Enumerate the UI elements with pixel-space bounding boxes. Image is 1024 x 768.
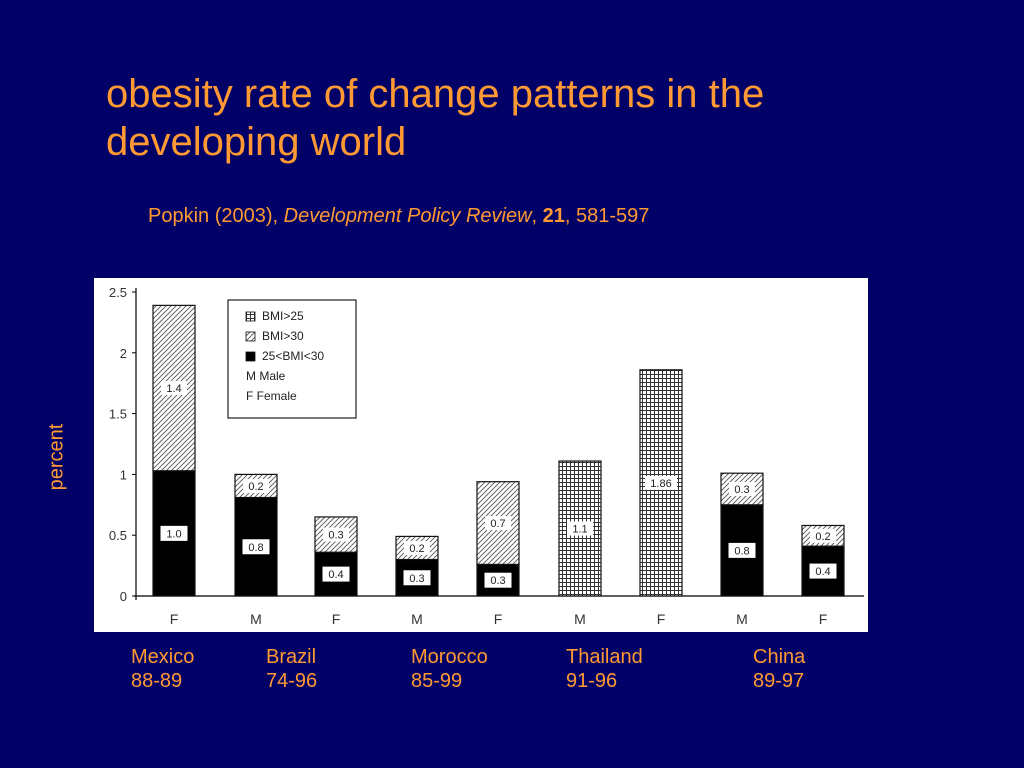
legend-swatch — [245, 351, 256, 362]
legend-item-label: 25<BMI<30 — [262, 349, 324, 363]
bar-label-bg — [567, 521, 593, 536]
x-category-label: M — [736, 611, 748, 627]
obesity-chart: 0 0.5 1 1.5 2 2.5 1.0 1.4 F 0.8 0.2 M 0.4 0.3 F 0.3 0.2… — [109, 285, 864, 627]
x-category-label: F — [494, 611, 503, 627]
bar-label-bg — [484, 572, 512, 588]
country-years: 74-96 — [266, 670, 318, 692]
bar-segment — [476, 481, 520, 565]
country-label-morocco: Morocco 85-99 — [411, 645, 488, 693]
y-axis-label: percent — [45, 423, 68, 491]
bar-label-bg — [645, 475, 677, 490]
country-name: Mexico — [131, 646, 195, 668]
legend-item-label: BMI>30 — [262, 329, 304, 343]
country-name: China — [753, 646, 806, 668]
bar-label-bg — [485, 516, 511, 531]
country-years: 85-99 — [411, 670, 463, 692]
country-name: Brazil — [266, 646, 317, 668]
bar-segment — [720, 504, 764, 597]
legend-swatch — [245, 311, 256, 322]
country-years: 89-97 — [753, 670, 805, 692]
bar-label-bg — [323, 527, 349, 542]
citation: Popkin (2003), Development Policy Review… — [148, 205, 649, 228]
citation-volume: 21 — [542, 205, 565, 227]
x-category-label: F — [170, 611, 179, 627]
bar-label-bg — [404, 540, 430, 555]
bar-value-label: 0.3 — [328, 530, 343, 542]
y-tick-label: 0 — [120, 589, 127, 604]
bar-label-bg — [729, 481, 755, 496]
bar-value-label: 0.3 — [409, 573, 424, 585]
country-label-china: China 89-97 — [753, 645, 805, 693]
x-category-label: M — [250, 611, 262, 627]
bar-label-bg — [809, 563, 837, 579]
bar-value-label: 0.2 — [409, 543, 424, 555]
bar-label-bg — [728, 542, 756, 558]
y-tick-label: 2.5 — [109, 285, 127, 300]
bar-label-bg — [160, 525, 188, 541]
country-name: Thailand — [566, 646, 643, 668]
citation-journal: Development Policy Review — [283, 205, 532, 227]
x-category-label: F — [819, 611, 828, 627]
bar-value-label: 0.8 — [248, 542, 263, 554]
y-tick-label: 0.5 — [109, 528, 127, 543]
y-tick-label: 2 — [120, 346, 127, 361]
bar-value-label: 1.1 — [572, 524, 587, 536]
legend-item-label: BMI>25 — [262, 309, 304, 323]
legend-swatch — [245, 331, 256, 342]
bar-value-label: 0.2 — [815, 531, 830, 543]
bar-label-bg — [810, 528, 836, 543]
bar-value-label: 0.3 — [490, 575, 505, 587]
bar-value-label: 0.2 — [248, 481, 263, 493]
y-tick-label: 1 — [120, 467, 127, 482]
bar-label-bg — [161, 381, 187, 396]
bar-label-bg — [242, 539, 270, 555]
bar-label-bg — [243, 478, 269, 493]
legend-item-label: F Female — [246, 389, 297, 403]
x-category-label: M — [574, 611, 586, 627]
bar-value-label: 0.3 — [734, 484, 749, 496]
bar-value-label: 1.0 — [166, 528, 181, 540]
bar-label-bg — [403, 570, 431, 586]
citation-pages: , 581-597 — [564, 205, 650, 227]
country-years: 91-96 — [566, 670, 618, 692]
chart-legend: BMI>25 BMI>30 25<BMI<30 M Male F Female — [227, 299, 357, 419]
x-category-label: F — [657, 611, 666, 627]
chart-panel: 0 0.5 1 1.5 2 2.5 1.0 1.4 F 0.8 0.2 M 0.4 0.3 F 0.3 0.2… — [94, 278, 868, 632]
x-category-label: M — [411, 611, 423, 627]
country-label-mexico: Mexico 88-89 — [131, 645, 194, 693]
country-label-thailand: Thailand 91-96 — [566, 645, 643, 693]
country-label-brazil: Brazil 74-96 — [266, 645, 317, 693]
bar-label-bg — [322, 566, 350, 582]
bar-value-label: 0.4 — [328, 569, 343, 581]
bar-value-label: 1.86 — [650, 478, 671, 490]
bar-value-label: 0.7 — [490, 518, 505, 530]
slide-title: obesity rate of change patterns in the d… — [106, 72, 765, 164]
country-name: Morocco — [411, 646, 488, 668]
bar-value-label: 0.8 — [734, 545, 749, 557]
citation-separator: , — [531, 205, 543, 227]
citation-authors: Popkin (2003), — [148, 205, 284, 227]
country-years: 88-89 — [131, 670, 183, 692]
bar-value-label: 1.4 — [166, 383, 181, 395]
bar-value-label: 0.4 — [815, 566, 830, 578]
x-category-label: F — [332, 611, 341, 627]
y-tick-label: 1.5 — [109, 407, 127, 422]
legend-item-label: M Male — [246, 369, 286, 383]
